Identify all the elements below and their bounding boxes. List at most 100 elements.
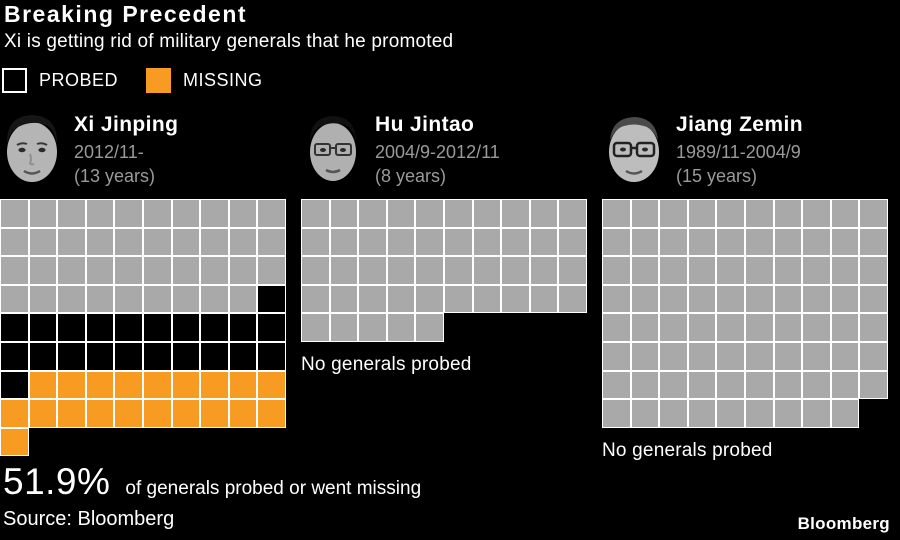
waffle-cell-gray xyxy=(773,341,803,371)
waffle-cell-gray xyxy=(0,256,29,285)
waffle-cell-gray xyxy=(687,199,717,228)
waffle-cell-probed xyxy=(28,341,58,371)
waffle-cell-gray xyxy=(687,370,717,400)
panel-xi-jinping: Xi Jinping 2012/11- (13 years) xyxy=(0,105,288,457)
page-subtitle: Xi is getting rid of military generals t… xyxy=(4,31,454,52)
waffle-cell-gray xyxy=(602,199,631,228)
waffle-cell-gray xyxy=(830,399,860,428)
waffle-cell-gray xyxy=(415,284,444,314)
leader-term: 2012/11- xyxy=(74,142,144,162)
waffle-cell-gray xyxy=(773,370,803,400)
waffle-cell-gray xyxy=(602,227,631,257)
waffle-cell-probed xyxy=(28,313,58,342)
legend: PROBED MISSING xyxy=(2,68,263,93)
panel-hu-jintao: Hu Jintao 2004/9-2012/11 (8 years) No ge… xyxy=(301,105,589,376)
waffle-cell-gray xyxy=(114,284,143,314)
waffle-cell-gray xyxy=(687,313,717,342)
leader-duration: (8 years) xyxy=(375,166,447,186)
waffle-cell-gray xyxy=(85,199,115,228)
waffle-cell-gray xyxy=(802,370,831,400)
waffle-cell-gray xyxy=(773,284,803,314)
waffle-cell-gray xyxy=(602,256,631,285)
waffle-cell-gray xyxy=(171,256,201,285)
waffle-cell-gray xyxy=(415,256,444,285)
waffle-cell-gray xyxy=(57,256,86,285)
waffle-cell-gray xyxy=(830,284,860,314)
waffle-cell-gray xyxy=(773,399,803,428)
waffle-grid-jiang-zemin xyxy=(602,199,888,428)
waffle-cell-probed xyxy=(0,370,29,400)
waffle-cell-gray xyxy=(301,313,330,342)
stat-value: 51.9% xyxy=(3,461,111,502)
waffle-cell-gray xyxy=(687,284,717,314)
waffle-cell-gray xyxy=(415,199,444,228)
waffle-cell-gray xyxy=(0,199,29,228)
waffle-cell-gray xyxy=(501,256,530,285)
waffle-cell-gray xyxy=(114,227,143,257)
waffle-cell-gray xyxy=(558,284,587,314)
panel-header-text: Hu Jintao 2004/9-2012/11 (8 years) xyxy=(375,110,500,199)
waffle-cell-probed xyxy=(57,313,86,342)
waffle-cell-probed xyxy=(142,313,172,342)
leader-term: 2004/9-2012/11 xyxy=(375,142,500,162)
waffle-cell-gray xyxy=(472,284,502,314)
waffle-cell-gray xyxy=(443,284,473,314)
waffle-cell-gray xyxy=(744,341,774,371)
waffle-cell-gray xyxy=(687,256,717,285)
waffle-cell-gray xyxy=(630,313,660,342)
waffle-cell-gray xyxy=(501,227,530,257)
waffle-cell-missing xyxy=(228,370,258,400)
bloomberg-logo: Bloomberg xyxy=(797,514,890,533)
waffle-cell-gray xyxy=(773,199,803,228)
stat-label: of generals probed or went missing xyxy=(125,478,422,499)
waffle-cell-gray xyxy=(659,313,688,342)
waffle-cell-missing xyxy=(171,370,201,400)
leader-name: Jiang Zemin xyxy=(676,113,803,136)
waffle-cell-gray xyxy=(744,256,774,285)
waffle-cell-missing xyxy=(28,370,58,400)
waffle-cell-gray xyxy=(558,256,587,285)
waffle-cell-gray xyxy=(114,199,143,228)
waffle-cell-probed xyxy=(171,313,201,342)
waffle-cell-gray xyxy=(142,199,172,228)
waffle-cell-gray xyxy=(200,199,229,228)
waffle-cell-gray xyxy=(659,199,688,228)
waffle-cell-gray xyxy=(228,199,258,228)
waffle-grid-hu-jintao xyxy=(301,199,587,342)
waffle-cell-gray xyxy=(472,199,502,228)
waffle-cell-gray xyxy=(415,313,444,342)
waffle-cell-gray xyxy=(830,256,860,285)
waffle-cell-missing xyxy=(200,370,229,400)
waffle-cell-probed xyxy=(200,341,229,371)
waffle-cell-gray xyxy=(830,199,860,228)
portrait-jiang-zemin xyxy=(609,117,659,182)
panel-jiang-zemin: Jiang Zemin 1989/11-2004/9 (15 years) No… xyxy=(602,105,890,462)
waffle-cell-probed xyxy=(57,341,86,371)
waffle-cell-gray xyxy=(57,227,86,257)
waffle-cell-gray xyxy=(630,199,660,228)
summary-stat: 51.9% of generals probed or went missing xyxy=(3,461,421,503)
waffle-cell-gray xyxy=(716,341,745,371)
legend-item-probed: PROBED xyxy=(2,68,118,93)
waffle-cell-missing xyxy=(228,399,258,428)
panel-header: Hu Jintao 2004/9-2012/11 (8 years) xyxy=(301,105,589,199)
waffle-cell-missing xyxy=(171,399,201,428)
waffle-cell-gray xyxy=(228,256,258,285)
waffle-cell-gray xyxy=(529,284,559,314)
waffle-cell-probed xyxy=(85,341,115,371)
waffle-cell-gray xyxy=(859,284,888,314)
waffle-cell-gray xyxy=(228,227,258,257)
leader-term: 1989/11-2004/9 xyxy=(676,142,801,162)
waffle-cell-gray xyxy=(744,199,774,228)
waffle-cell-gray xyxy=(386,256,416,285)
waffle-cell-gray xyxy=(859,341,888,371)
waffle-cell-gray xyxy=(415,227,444,257)
waffle-cell-gray xyxy=(630,399,660,428)
waffle-cell-gray xyxy=(558,199,587,228)
waffle-cell-gray xyxy=(716,313,745,342)
waffle-cell-gray xyxy=(716,199,745,228)
waffle-cell-missing xyxy=(114,399,143,428)
waffle-cell-gray xyxy=(830,341,860,371)
waffle-cell-missing xyxy=(57,370,86,400)
